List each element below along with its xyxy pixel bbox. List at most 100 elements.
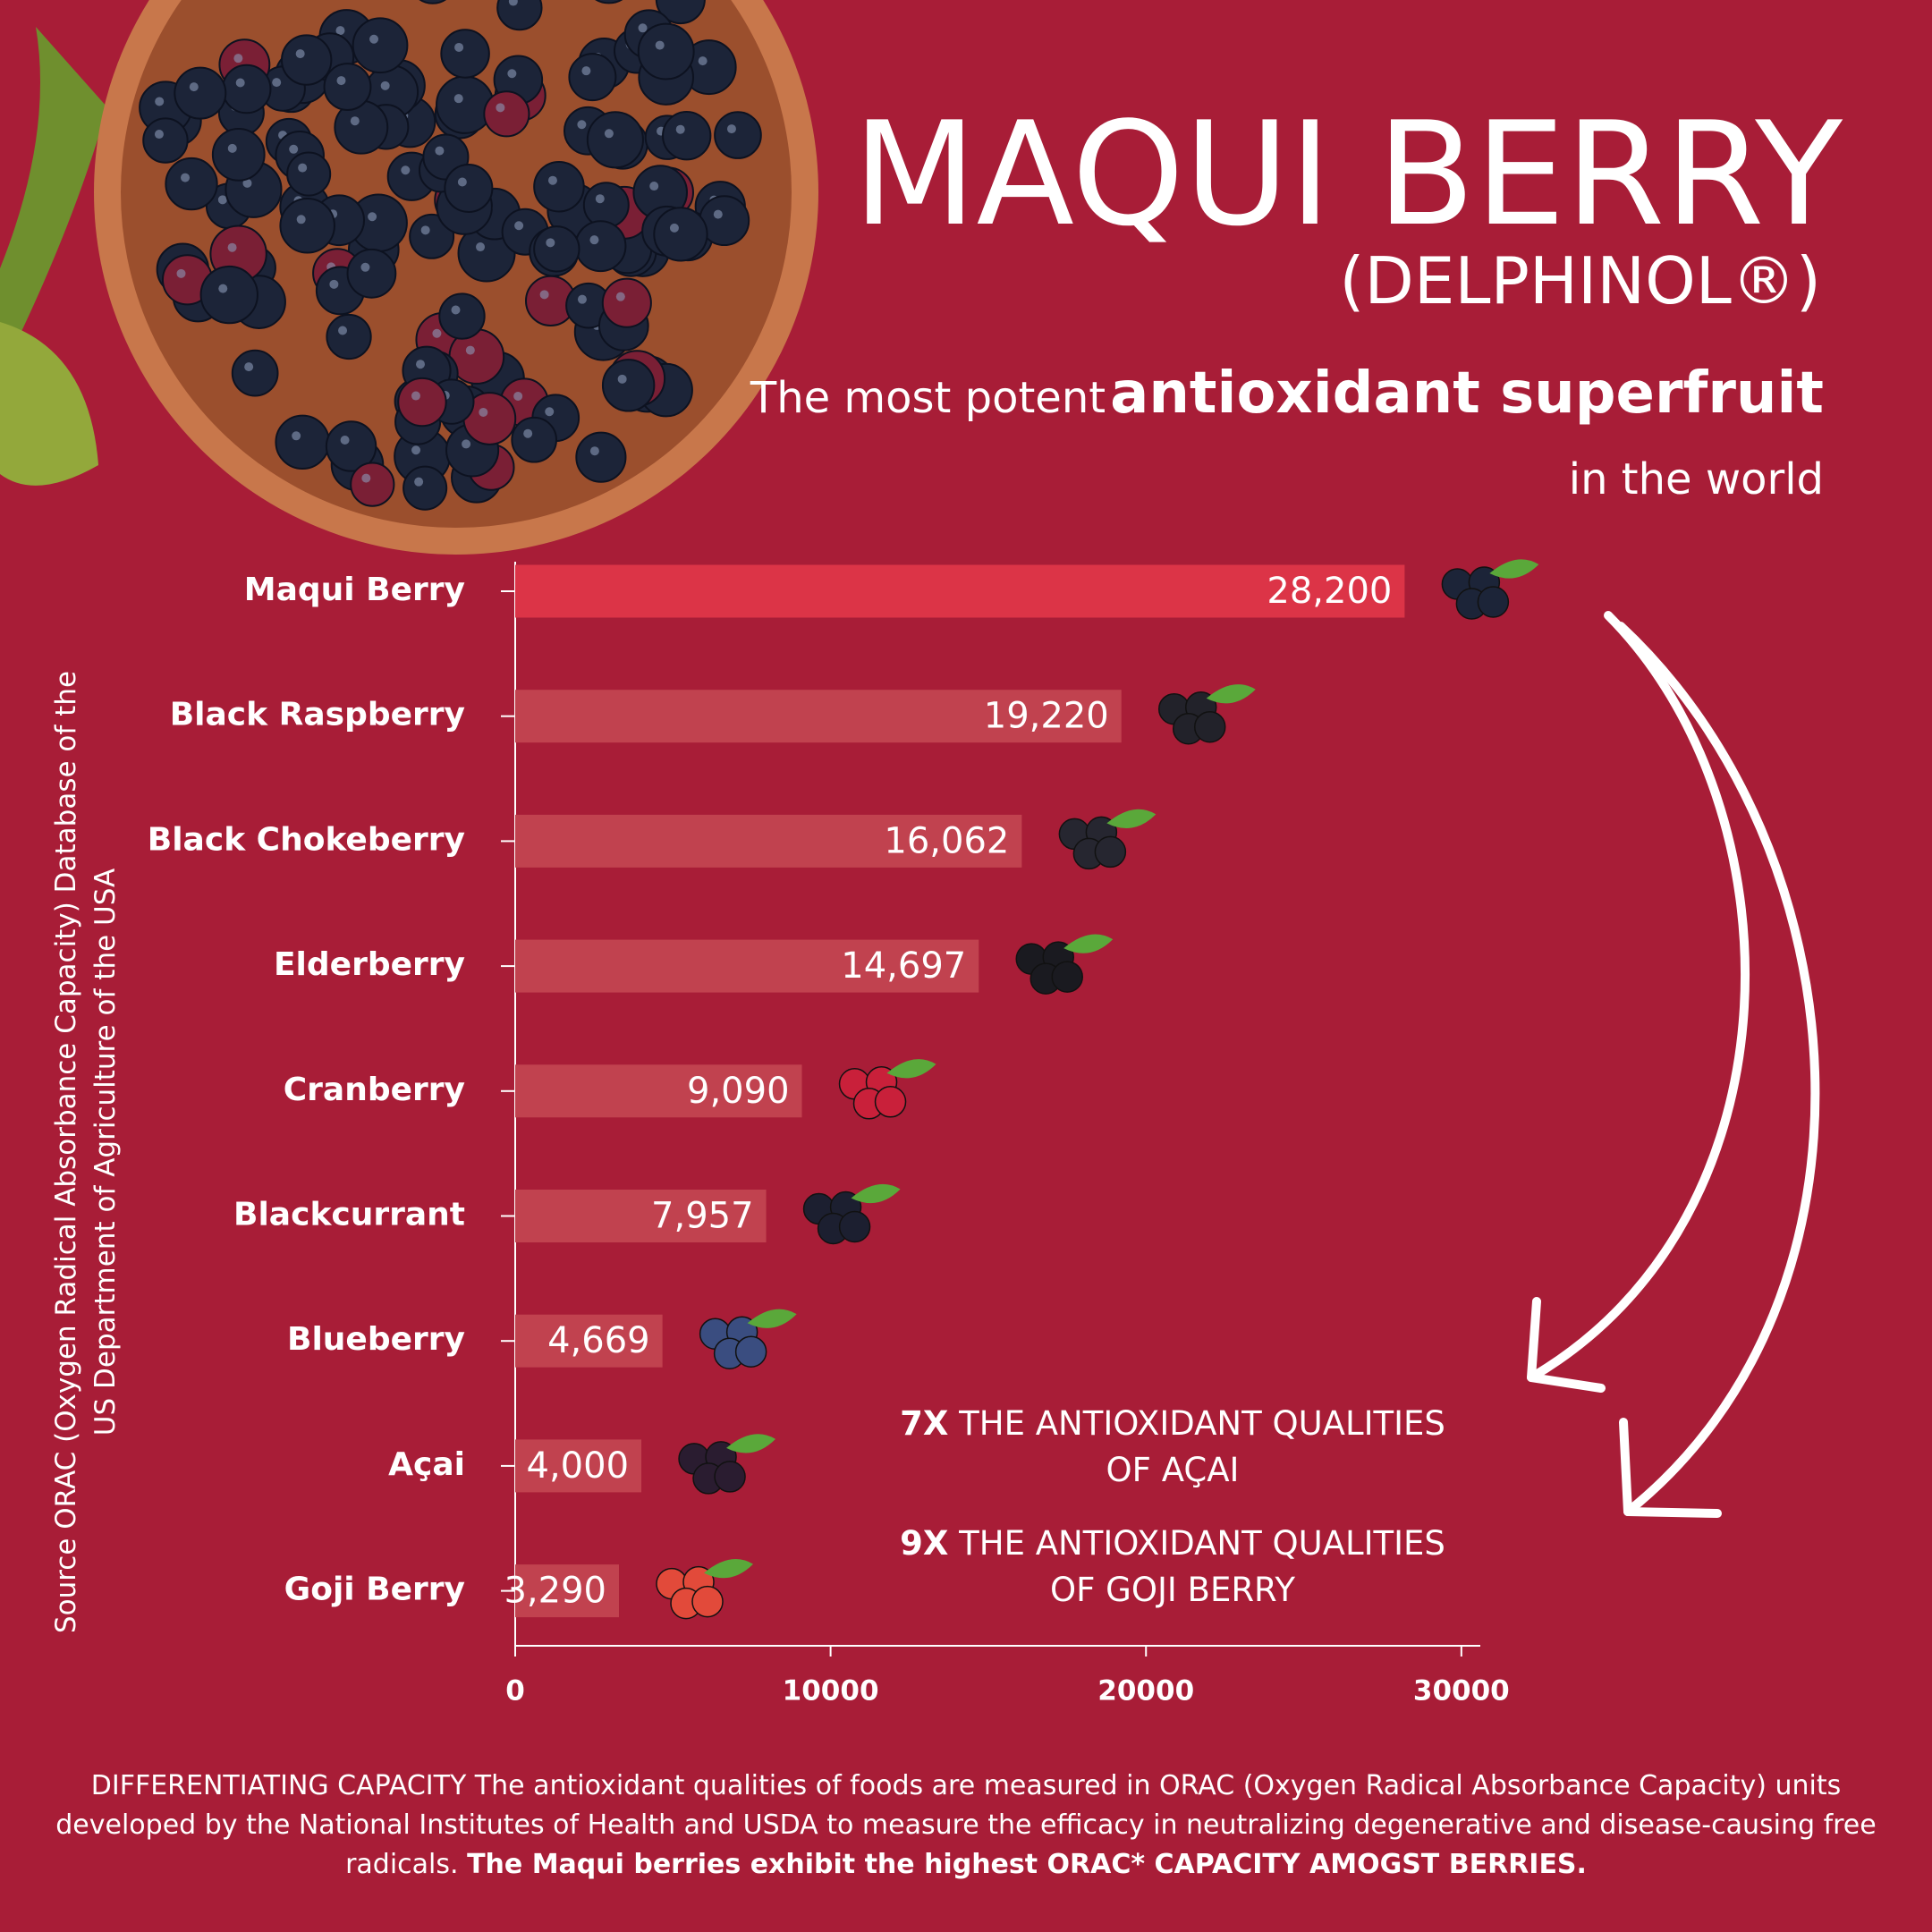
berry-icon xyxy=(1094,835,1127,869)
bar xyxy=(515,690,1122,743)
berry xyxy=(397,377,447,428)
berry xyxy=(637,22,695,80)
berry-shine xyxy=(507,69,517,79)
berry xyxy=(440,29,490,79)
arrow xyxy=(1527,611,1750,1382)
berry-shine xyxy=(514,221,524,231)
berry-shine xyxy=(235,78,245,88)
berry-shine xyxy=(336,76,346,86)
berry-shine xyxy=(369,34,379,44)
berry-icon xyxy=(838,1210,871,1243)
berry-shine xyxy=(465,345,475,355)
value-label: 16,062 xyxy=(884,820,1009,861)
berry xyxy=(438,292,486,340)
berry-shine xyxy=(545,407,555,417)
annotation: 9X THE ANTIOXIDANT QUALITIES OF GOJI BER… xyxy=(877,1521,1468,1614)
value-label: 9,090 xyxy=(687,1071,790,1112)
berry xyxy=(653,207,708,262)
berry xyxy=(323,63,372,111)
berry-icon xyxy=(734,1335,767,1368)
bar xyxy=(515,1314,663,1368)
berry xyxy=(352,17,409,74)
berry-shine xyxy=(380,80,390,90)
berry-shine xyxy=(546,238,555,248)
berry xyxy=(601,277,652,328)
berry-shine xyxy=(479,407,488,417)
berry-shine xyxy=(350,116,360,126)
berries xyxy=(139,0,762,511)
berry-shine xyxy=(617,374,627,384)
berry-bowl xyxy=(0,0,818,555)
x-tick-label: 10000 xyxy=(783,1675,879,1707)
bar xyxy=(515,1439,642,1493)
berry-shine xyxy=(451,305,461,315)
value-label: 19,220 xyxy=(984,696,1109,737)
berry xyxy=(575,431,627,483)
y-tick-label: Açai xyxy=(388,1446,465,1483)
berry-shine xyxy=(675,124,685,134)
leaf xyxy=(0,27,107,376)
berry-shine xyxy=(411,445,421,455)
y-tick-label: Blueberry xyxy=(287,1321,465,1358)
berry-shine xyxy=(154,130,164,140)
berry xyxy=(595,0,623,4)
berry xyxy=(409,213,455,259)
berry-shine xyxy=(217,195,227,205)
berry-shine xyxy=(615,292,625,301)
berry-shine xyxy=(272,78,282,88)
berry-shine xyxy=(508,0,518,6)
berry-shine xyxy=(176,268,186,278)
berry-shine xyxy=(233,54,243,64)
berry-shine xyxy=(457,177,467,187)
berry-shine xyxy=(453,94,463,104)
berry xyxy=(444,163,494,214)
berry-shine xyxy=(726,124,736,134)
y-tick-label: Blackcurrant xyxy=(233,1197,465,1233)
berry-shine xyxy=(539,290,549,300)
berry-shine xyxy=(577,120,587,130)
berry-shine xyxy=(435,146,445,156)
berry xyxy=(436,75,495,134)
value-label: 4,669 xyxy=(547,1320,650,1361)
y-tick-label: Black Raspberry xyxy=(170,697,465,733)
berry xyxy=(714,111,762,159)
berry-shine xyxy=(698,56,708,66)
berry-shine xyxy=(289,144,299,154)
value-label: 28,200 xyxy=(1267,571,1392,612)
bar xyxy=(515,1564,620,1618)
berry-shine xyxy=(649,182,659,191)
berry-shine xyxy=(462,439,471,449)
berry-shine xyxy=(416,360,426,369)
tagline-lead: The most potent xyxy=(750,373,1106,423)
berry-shine xyxy=(713,209,723,219)
berry-shine xyxy=(181,173,191,182)
berry-shine xyxy=(638,23,648,33)
berry xyxy=(496,0,543,31)
value-label: 14,697 xyxy=(841,945,966,987)
berry-shine xyxy=(360,262,370,272)
berry-icon-leaf xyxy=(886,1059,936,1079)
berry-shine xyxy=(577,294,587,304)
berry xyxy=(483,90,530,138)
berry-icon-leaf xyxy=(1106,809,1157,829)
berry-shine xyxy=(669,223,679,233)
berry-icon xyxy=(691,1585,724,1618)
source-note: Source ORAC (Oxygen Radical Absorbance C… xyxy=(50,670,122,1634)
berry-shine xyxy=(329,279,339,289)
berry xyxy=(511,416,557,463)
footer-emphasis: The Maqui berries exhibit the highest OR… xyxy=(467,1849,1587,1880)
berry-icon-leaf xyxy=(704,1558,754,1579)
berry-shine xyxy=(368,212,377,222)
arrows xyxy=(1527,611,1820,1518)
berry-icon-leaf xyxy=(747,1309,797,1328)
berry-icon-leaf xyxy=(726,1434,776,1453)
berry-shine xyxy=(414,477,424,487)
annotation: 7X THE ANTIOXIDANT QUALITIES OF AÇAI xyxy=(877,1401,1468,1494)
berry xyxy=(582,182,630,229)
berry-icon xyxy=(1477,586,1510,618)
berry-shine xyxy=(604,129,614,139)
berry xyxy=(231,349,279,397)
berry-shine xyxy=(335,26,345,36)
berry xyxy=(586,111,644,169)
